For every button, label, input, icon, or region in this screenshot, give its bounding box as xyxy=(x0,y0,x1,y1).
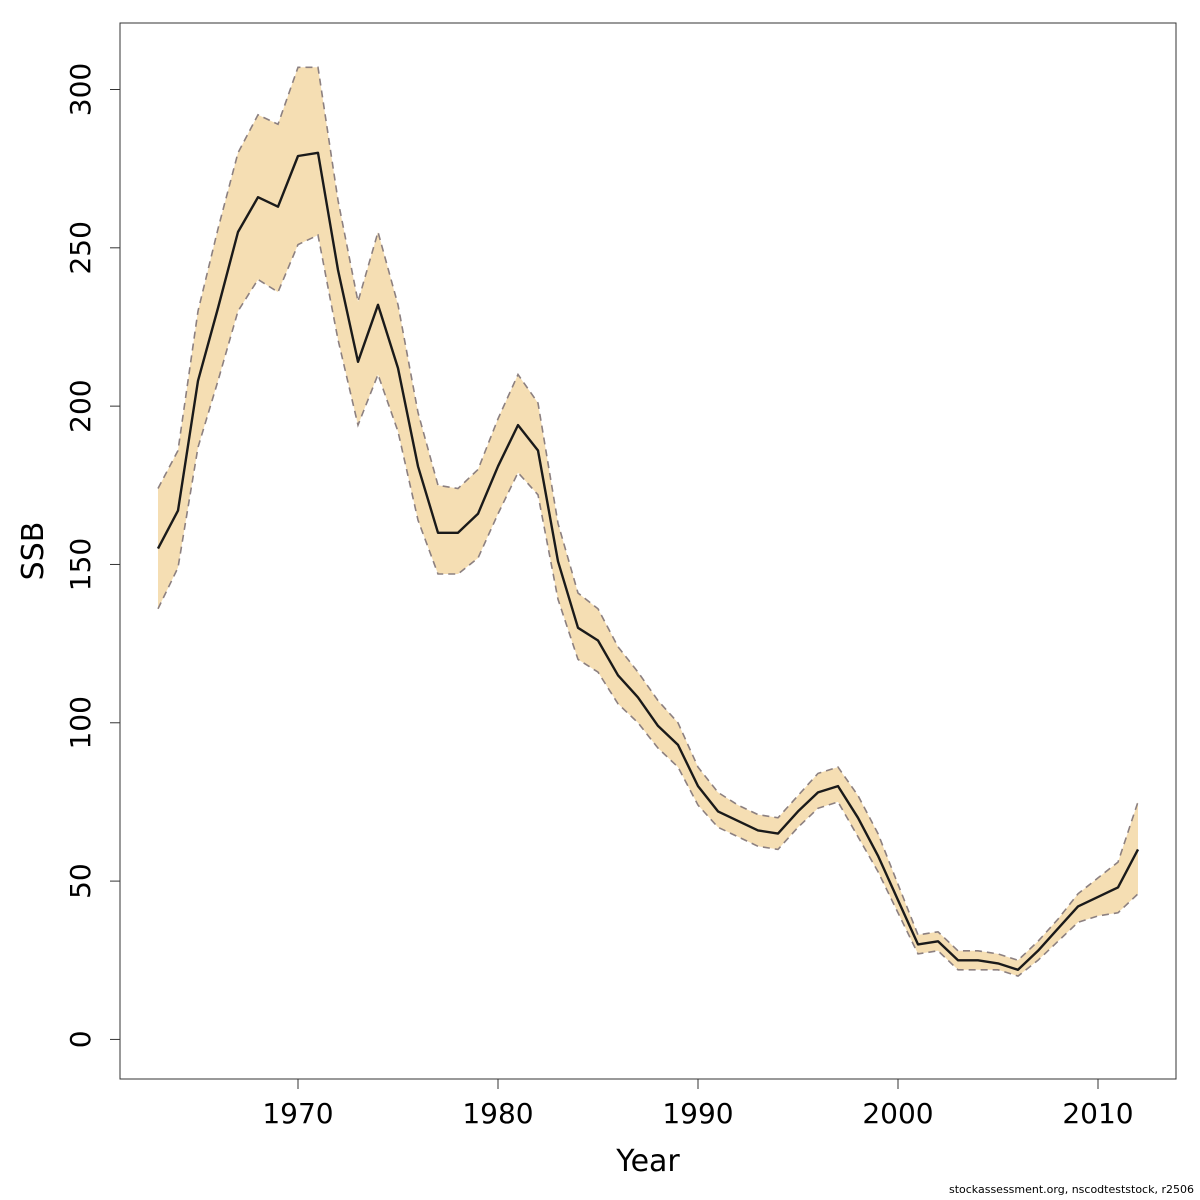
estimate-line-layer xyxy=(156,151,1140,971)
x-axis: 1970 1980 1990 2000 2010 xyxy=(262,1079,1134,1130)
x-tick-label: 1980 xyxy=(462,1097,533,1130)
y-axis: 0 50 100 150 200 250 300 xyxy=(64,63,120,1048)
confidence-band xyxy=(158,67,1138,977)
x-tick-label: 2000 xyxy=(862,1097,933,1130)
y-axis-title: SSB xyxy=(16,522,51,581)
y-tick-label: 150 xyxy=(64,538,97,591)
y-tick-label: 100 xyxy=(64,696,97,749)
x-axis-title: Year xyxy=(615,1144,680,1179)
y-tick-label: 0 xyxy=(64,1030,97,1048)
y-tick-label: 200 xyxy=(64,379,97,432)
confidence-band-layer xyxy=(157,66,1139,977)
plot-frame xyxy=(119,22,1177,1080)
x-tick-label: 1970 xyxy=(262,1097,333,1130)
upper-bound-line xyxy=(157,66,1139,962)
x-tick-label: 1990 xyxy=(662,1097,733,1130)
lower-bound-line xyxy=(157,233,1139,977)
ssb-estimate-line xyxy=(156,151,1140,971)
y-tick-label: 50 xyxy=(64,863,97,899)
y-tick-label: 250 xyxy=(64,221,97,274)
footer-credit: stockassessment.org, nscodteststock, r25… xyxy=(948,1183,1194,1196)
y-tick-label: 300 xyxy=(64,63,97,116)
x-tick-label: 2010 xyxy=(1062,1097,1133,1130)
